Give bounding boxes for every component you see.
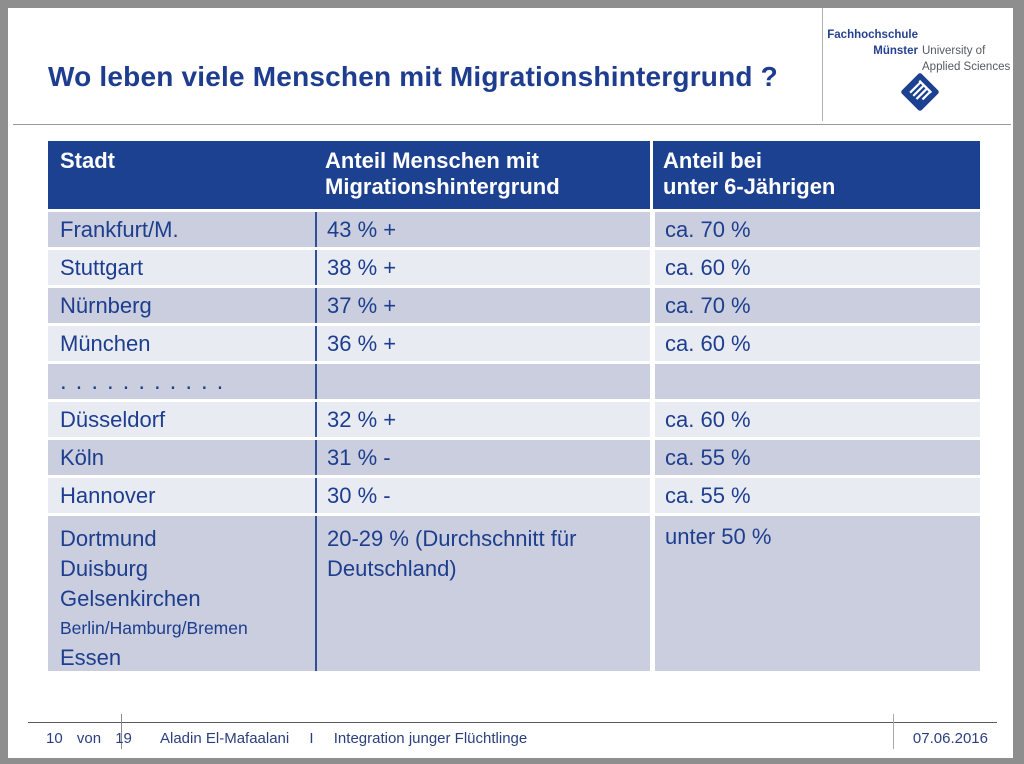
cell-stadt: München	[48, 326, 315, 361]
cell-stadt: Hannover	[48, 478, 315, 513]
column-header-stadt: Stadt	[60, 148, 115, 173]
footer-tick-right	[893, 714, 894, 749]
city-line: Dortmund	[60, 526, 157, 551]
header-divider-line	[13, 124, 1011, 125]
logo-institution-line1: Fachhochschule	[827, 29, 918, 41]
page-total: 19	[115, 730, 132, 747]
logo-institution-line2: Münster	[873, 45, 918, 57]
cell-stadt: ...........	[48, 364, 315, 399]
logo-subtitle: University of Applied Sciences	[922, 43, 1010, 75]
cell-unter6: ca. 60 %	[650, 250, 980, 285]
table-row: Düsseldorf 32 % + ca. 60 %	[48, 399, 980, 437]
cell-stadt: Düsseldorf	[48, 402, 315, 437]
city-list: Dortmund Duisburg Gelsenkirchen Berlin/H…	[60, 524, 248, 673]
cell-stadt: Köln	[48, 440, 315, 475]
city-line: Duisburg	[60, 556, 149, 581]
cell-stadt: Nürnberg	[48, 288, 315, 323]
table-row: Nürnberg 37 % + ca. 70 %	[48, 285, 980, 323]
column-header-unter6: Anteil bei unter 6-Jährigen	[650, 141, 980, 209]
cell-unter6: ca. 70 %	[650, 288, 980, 323]
cell-anteil: 31 % -	[315, 440, 650, 475]
cell-unter6: ca. 60 %	[650, 326, 980, 361]
table-row: München 36 % + ca. 60 %	[48, 323, 980, 361]
cell-unter6: ca. 55 %	[650, 478, 980, 513]
migration-table: Stadt Anteil Menschen mit Migrationshint…	[48, 141, 980, 671]
cell-anteil: 43 % +	[315, 212, 650, 247]
cell-anteil: 38 % +	[315, 250, 650, 285]
cell-anteil: 32 % +	[315, 402, 650, 437]
cell-anteil	[315, 364, 650, 399]
slide: Wo leben viele Menschen mit Migrationshi…	[8, 8, 1013, 758]
table-row: Stuttgart 38 % + ca. 60 %	[48, 247, 980, 285]
city-line: Gelsenkirchen	[60, 586, 201, 611]
footer-presentation-title: Integration junger Flüchtlinge	[333, 730, 528, 747]
footer-divider-line	[28, 722, 997, 723]
cell-stadt: Frankfurt/M.	[48, 212, 315, 247]
cell-unter6: ca. 70 %	[650, 212, 980, 247]
city-line: Berlin/Hamburg/Bremen	[60, 618, 248, 638]
column-header-anteil: Anteil Menschen mit Migrationshintergrun…	[325, 148, 560, 199]
footer-date: 07.06.2016	[912, 730, 988, 747]
page-of-label: von	[76, 730, 102, 747]
page-counter: 10 von 19	[46, 730, 132, 747]
logo-subtitle-line1: University of	[922, 45, 986, 57]
page-number: 10	[46, 730, 63, 747]
page-title: Wo leben viele Menschen mit Migrationshi…	[48, 60, 778, 92]
cell-anteil: 30 % -	[315, 478, 650, 513]
logo-divider-line	[822, 8, 823, 121]
fh-muenster-diamond-icon	[898, 70, 942, 114]
cell-stadt: Stuttgart	[48, 250, 315, 285]
cell-anteil: 37 % +	[315, 288, 650, 323]
footer-tick-left	[121, 714, 122, 749]
table-row-ellipsis: ...........	[48, 361, 980, 399]
logo-institution-name: Fachhochschule Münster	[708, 27, 918, 59]
cell-unter6: unter 50 %	[650, 516, 980, 671]
cell-anteil: 36 % +	[315, 326, 650, 361]
table-row: Frankfurt/M. 43 % + ca. 70 %	[48, 209, 980, 247]
cell-anteil: 20-29 % (Durchschnitt für Deutschland)	[315, 516, 650, 671]
table-row: Köln 31 % - ca. 55 %	[48, 437, 980, 475]
table-row: Hannover 30 % - ca. 55 %	[48, 475, 980, 513]
cell-unter6	[650, 364, 980, 399]
cell-stadt: Dortmund Duisburg Gelsenkirchen Berlin/H…	[48, 516, 315, 671]
footer-separator: I	[309, 730, 314, 747]
footer-author: Aladin El-Mafaalani	[160, 730, 290, 747]
table-row-ruhrgebiet: Dortmund Duisburg Gelsenkirchen Berlin/H…	[48, 513, 980, 671]
footer-credit: Aladin El-Mafaalani I Integration junger…	[160, 730, 527, 747]
cell-unter6: ca. 60 %	[650, 402, 980, 437]
city-line: Essen	[60, 645, 122, 670]
cell-unter6: ca. 55 %	[650, 440, 980, 475]
table-header-row: Stadt Anteil Menschen mit Migrationshint…	[48, 141, 980, 209]
logo-subtitle-line2: Applied Sciences	[922, 61, 1011, 73]
